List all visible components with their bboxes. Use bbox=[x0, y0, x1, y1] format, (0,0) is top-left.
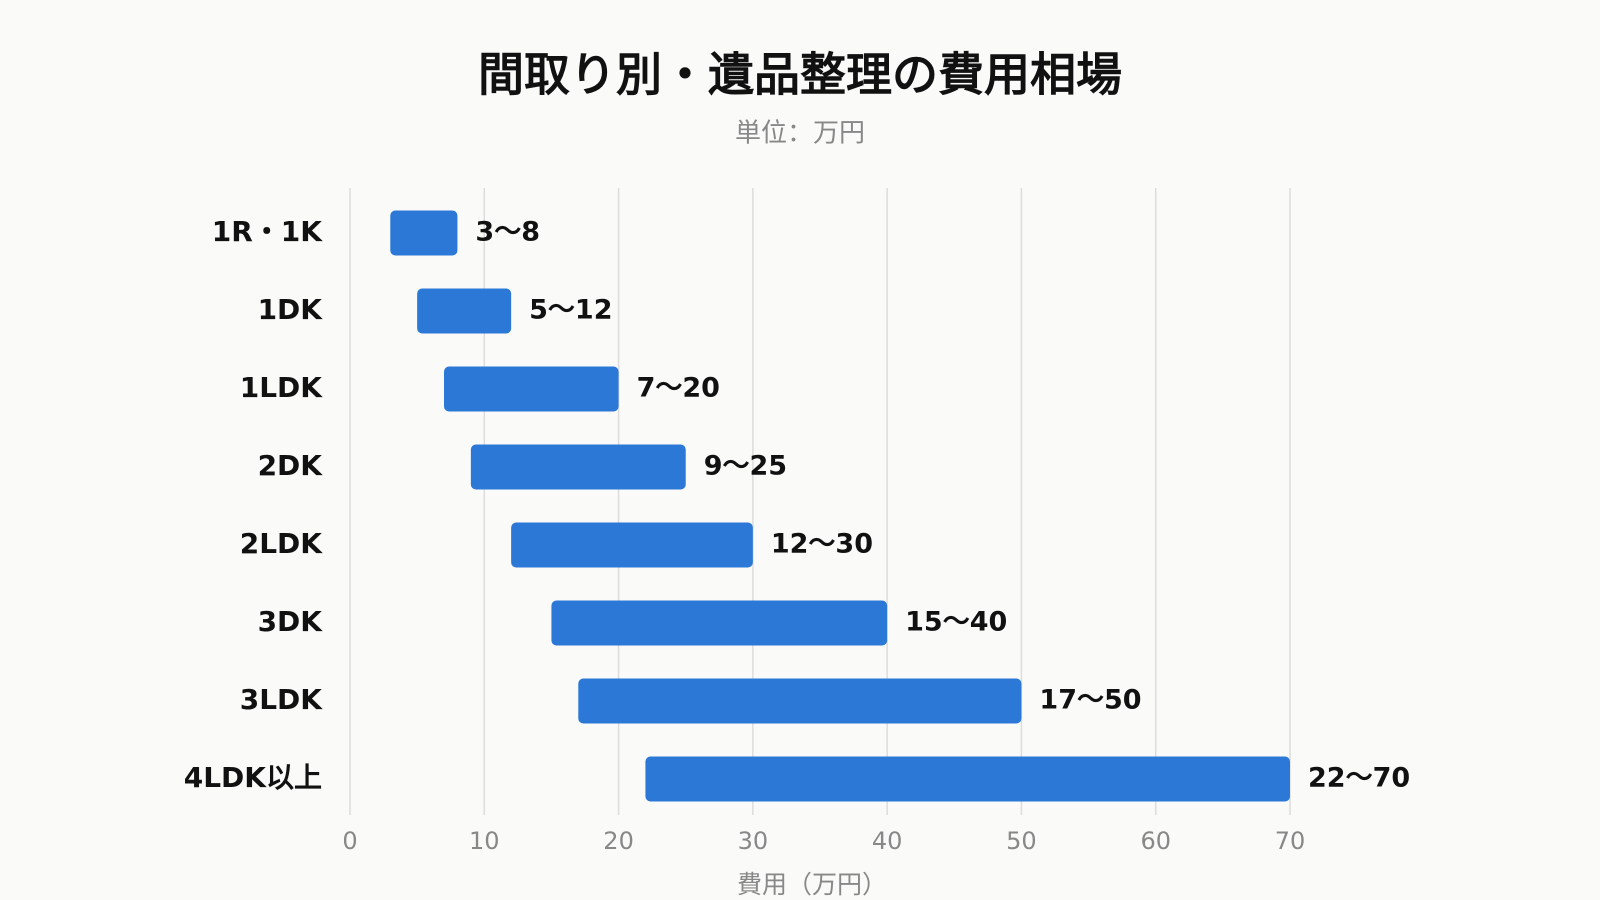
x-tick-label: 40 bbox=[872, 827, 903, 855]
value-label: 3〜8 bbox=[475, 217, 540, 248]
value-label: 22〜70 bbox=[1308, 763, 1410, 794]
y-tick-label: 2DK bbox=[258, 449, 324, 482]
x-tick-label: 20 bbox=[603, 827, 634, 855]
value-label: 17〜50 bbox=[1039, 685, 1141, 716]
bar bbox=[444, 366, 619, 412]
x-tick-label: 70 bbox=[1275, 827, 1306, 855]
bar bbox=[511, 522, 753, 568]
y-tick-label: 1R・1K bbox=[212, 215, 324, 248]
y-tick-label: 1DK bbox=[258, 293, 324, 326]
x-tick-label: 30 bbox=[738, 827, 769, 855]
bar bbox=[551, 600, 888, 646]
x-tick-label: 50 bbox=[1006, 827, 1037, 855]
bar bbox=[390, 210, 458, 256]
x-tick-label: 10 bbox=[469, 827, 500, 855]
value-label: 15〜40 bbox=[905, 607, 1007, 638]
value-label: 7〜20 bbox=[637, 373, 720, 404]
x-tick-label: 0 bbox=[342, 827, 357, 855]
chart-subtitle: 単位：万円 bbox=[735, 119, 865, 149]
chart-title: 間取り別・遺品整理の費用相場 bbox=[478, 48, 1122, 102]
y-tick-label: 3LDK bbox=[240, 683, 324, 716]
y-tick-label: 2LDK bbox=[240, 527, 324, 560]
value-label: 5〜12 bbox=[529, 295, 612, 326]
y-tick-label: 4LDK以上 bbox=[184, 761, 322, 794]
value-label: 9〜25 bbox=[704, 451, 787, 482]
bar bbox=[578, 678, 1022, 724]
y-tick-label: 1LDK bbox=[240, 371, 324, 404]
x-axis-title: 費用（万円） bbox=[737, 870, 887, 899]
bar bbox=[417, 288, 512, 334]
value-label: 12〜30 bbox=[771, 529, 873, 560]
bar bbox=[645, 756, 1290, 802]
y-tick-label: 3DK bbox=[258, 605, 324, 638]
bar bbox=[470, 444, 686, 490]
x-tick-label: 60 bbox=[1140, 827, 1171, 855]
